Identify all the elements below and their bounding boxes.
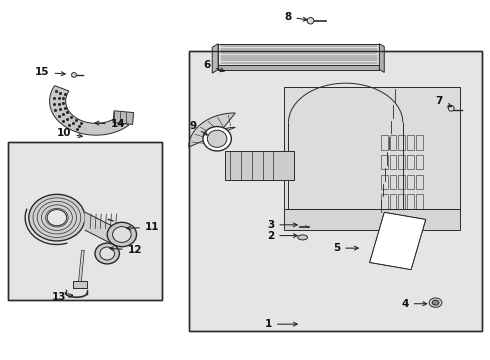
Bar [416, 155, 423, 169]
Text: 14: 14 [95, 120, 125, 129]
Text: 7: 7 [436, 96, 451, 107]
Ellipse shape [107, 222, 137, 247]
Ellipse shape [307, 18, 314, 24]
Bar [416, 175, 423, 189]
Text: 12: 12 [110, 245, 142, 255]
Polygon shape [85, 212, 121, 246]
Text: 15: 15 [35, 67, 65, 77]
Bar [381, 135, 388, 149]
Text: 11: 11 [127, 222, 159, 232]
Text: 3: 3 [267, 220, 297, 230]
Polygon shape [218, 64, 379, 69]
Polygon shape [113, 111, 134, 125]
Polygon shape [189, 113, 235, 147]
Bar [189, 51, 482, 330]
Text: 5: 5 [333, 243, 358, 253]
Bar [390, 155, 396, 169]
Bar [8, 142, 162, 300]
Text: 8: 8 [284, 12, 307, 22]
Text: 13: 13 [52, 292, 73, 302]
Bar [73, 281, 87, 288]
Ellipse shape [47, 210, 67, 226]
Bar [416, 194, 423, 209]
Bar [407, 175, 414, 189]
Ellipse shape [100, 247, 115, 260]
Bar [398, 175, 405, 189]
Bar [407, 155, 414, 169]
Ellipse shape [113, 226, 131, 242]
Bar [407, 135, 414, 149]
Ellipse shape [207, 130, 227, 147]
Bar [407, 194, 414, 209]
Polygon shape [212, 44, 218, 73]
Polygon shape [218, 44, 379, 65]
Bar [381, 155, 388, 169]
Text: 1: 1 [265, 319, 297, 329]
Text: 4: 4 [401, 299, 427, 309]
Ellipse shape [448, 105, 454, 111]
Bar [189, 51, 482, 330]
Bar [416, 135, 423, 149]
Bar [390, 175, 396, 189]
Bar [284, 209, 460, 230]
Bar [390, 135, 396, 149]
Text: 6: 6 [203, 60, 224, 72]
Text: 10: 10 [57, 129, 82, 138]
Ellipse shape [95, 243, 120, 264]
Polygon shape [49, 86, 129, 135]
Ellipse shape [298, 235, 308, 240]
Bar [398, 194, 405, 209]
Ellipse shape [29, 194, 85, 241]
Polygon shape [369, 212, 426, 270]
Bar [225, 151, 294, 180]
Polygon shape [379, 44, 384, 72]
Ellipse shape [203, 127, 231, 151]
Bar [381, 175, 388, 189]
Ellipse shape [72, 73, 76, 77]
Bar [284, 87, 460, 209]
Bar [398, 155, 405, 169]
Bar [390, 194, 396, 209]
Bar [398, 135, 405, 149]
Bar [8, 142, 162, 300]
Bar [381, 194, 388, 209]
Text: 2: 2 [267, 231, 297, 240]
Ellipse shape [432, 300, 439, 305]
Text: 9: 9 [189, 121, 207, 135]
Ellipse shape [429, 298, 442, 307]
